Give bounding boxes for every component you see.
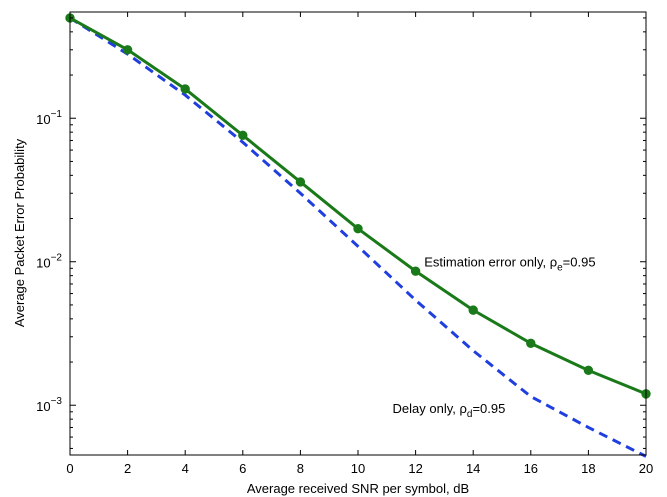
x-tick-label: 14 (466, 461, 480, 476)
series-0-point (180, 84, 190, 94)
series-layer (65, 13, 651, 458)
x-tick-label: 16 (524, 461, 538, 476)
series-0-point (353, 223, 363, 234)
ticks-layer (69, 12, 647, 455)
series-line-1 (69, 16, 647, 458)
series-0-point (122, 45, 133, 55)
x-tick-label: 18 (581, 461, 595, 476)
annotation-0: Estimation error only, ρe=0.95 (424, 254, 595, 273)
x-tick-label: 20 (639, 461, 653, 476)
annotation-1: Delay only, ρd=0.95 (393, 401, 506, 420)
x-tick-label: 10 (351, 461, 365, 476)
series-0-point (295, 177, 306, 187)
series-0-point (468, 305, 478, 315)
x-tick-label: 8 (297, 461, 304, 476)
y-axis-title: Average Packet Error Probability (12, 138, 27, 327)
x-axis-title: Average received SNR per symbol, dB (247, 481, 469, 496)
series-0-point (410, 266, 421, 276)
series-0-point (238, 130, 248, 141)
y-tick-label: 10−3 (36, 396, 62, 414)
series-0-point (583, 365, 594, 376)
plot-area (70, 12, 646, 455)
x-tick-label: 12 (408, 461, 422, 476)
y-tick-label: 10−2 (36, 253, 62, 271)
y-tick-label: 10−1 (36, 109, 62, 127)
series-0-point (526, 338, 536, 349)
x-tick-label: 0 (66, 461, 73, 476)
x-tick-label: 6 (239, 461, 246, 476)
x-tick-label: 4 (182, 461, 189, 476)
x-tick-label: 2 (124, 461, 131, 476)
labels-layer: 0 2 4 6 8 10 12 14 16 18 20 10−3 10−2 10−1 Estimation … (36, 109, 653, 476)
